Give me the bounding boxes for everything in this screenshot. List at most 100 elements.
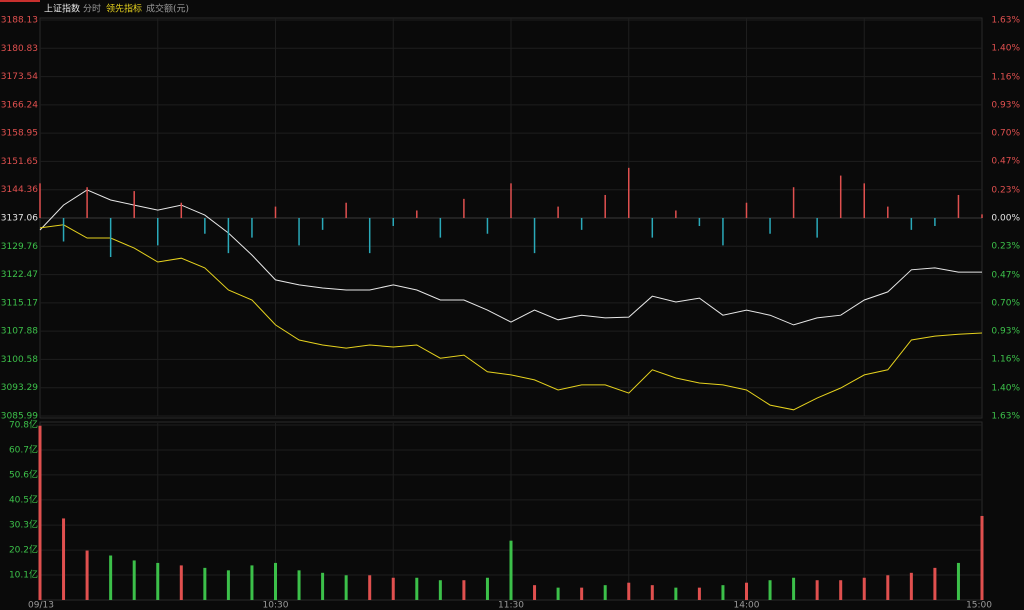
x-tick-label: 15:00: [966, 601, 992, 610]
volume-bar: [85, 550, 89, 600]
legend-index: 上证指数: [44, 3, 80, 15]
indicator-bar: [86, 187, 88, 218]
y2-tick-label: 0.47%: [991, 156, 1020, 166]
indicator-bar: [533, 218, 536, 254]
y-tick-label: 3107.88: [1, 327, 38, 337]
y-tick-label: 40.5亿: [9, 493, 38, 505]
y-tick-label: 3158.95: [1, 129, 38, 139]
y-tick-label: 70.8亿: [9, 419, 38, 431]
indicator-bar: [839, 175, 842, 218]
volume-bar: [627, 582, 631, 600]
indicator-bar: [604, 194, 606, 218]
indicator-bar: [651, 218, 654, 238]
y2-tick-label: 0.23%: [991, 186, 1020, 196]
corner-accent: [0, 0, 40, 2]
y2-tick-label: 1.40%: [991, 43, 1020, 53]
indicator-bar: [227, 218, 230, 254]
price-line: [39, 224, 983, 411]
volume-bar: [321, 572, 325, 600]
volume-bar: [556, 587, 560, 600]
x-tick-label: 11:30: [498, 601, 524, 610]
x-tick-label: 09/13: [28, 601, 54, 610]
indicator-bar: [298, 218, 300, 246]
indicator-bar: [62, 218, 65, 242]
indicator-bar: [722, 218, 724, 246]
indicator-bar: [345, 202, 347, 218]
volume-bar: [745, 582, 748, 600]
indicator-bar: [321, 218, 324, 230]
volume-bar: [391, 577, 395, 600]
volume-bar: [956, 562, 960, 600]
volume-bar: [980, 515, 984, 600]
volume-bar: [509, 540, 513, 600]
volume-bar: [62, 518, 66, 600]
indicator-bar: [769, 218, 771, 234]
y-tick-label: 3180.83: [1, 44, 38, 54]
volume-bar: [344, 575, 348, 600]
indicator-bar: [698, 218, 701, 226]
y-tick-label: 3115.17: [1, 298, 38, 308]
volume-bar: [38, 425, 42, 600]
volume-bar: [368, 575, 372, 600]
volume-bar: [886, 575, 890, 600]
y-tick-label: 60.7亿: [9, 443, 38, 455]
volume-bar: [250, 565, 254, 600]
volume-bar: [792, 577, 796, 600]
indicator-bar: [957, 194, 960, 218]
indicator-bar: [816, 218, 818, 238]
indicator-bar: [416, 210, 418, 218]
volume-bar: [933, 567, 937, 600]
volume-bar: [297, 570, 301, 600]
volume-bar: [485, 577, 489, 600]
volume-bar: [815, 580, 819, 600]
indicator-bar: [392, 218, 394, 226]
y-tick-label: 50.6亿: [9, 468, 38, 480]
volume-bar: [674, 587, 678, 600]
indicator-bar: [274, 206, 277, 218]
indicator-bar: [910, 218, 913, 230]
x-tick-label: 10:30: [263, 601, 289, 610]
y-tick-label: 3085.99: [1, 412, 38, 422]
indicator-bar: [580, 218, 583, 230]
volume-bar: [697, 587, 701, 600]
y2-tick-label: 1.63%: [991, 16, 1020, 26]
volume-bar: [909, 572, 913, 600]
y-tick-label: 3188.13: [1, 16, 38, 26]
volume-bar: [226, 570, 230, 600]
volume-bar: [274, 562, 277, 600]
y-tick-label: 3151.65: [1, 157, 38, 167]
indicator-bar: [180, 202, 183, 218]
y2-tick-label: 0.23%: [991, 241, 1020, 251]
y-tick-label: 3100.58: [1, 355, 38, 365]
y-tick-label: 3137.06: [1, 214, 38, 224]
volume-bar: [721, 585, 725, 600]
indicator-bar: [204, 218, 206, 234]
y-tick-label: 3144.36: [1, 185, 38, 195]
y2-tick-label: 0.70%: [991, 299, 1020, 309]
indicator-bar: [439, 218, 442, 238]
indicator-bar: [486, 218, 489, 234]
y-tick-label: 3173.54: [1, 72, 38, 82]
volume-bar: [156, 562, 160, 600]
y2-tick-label: 0.93%: [991, 326, 1020, 336]
volume-bar: [839, 580, 843, 600]
legend-leading: 领先指标: [106, 3, 142, 15]
volume-bar: [132, 560, 136, 600]
volume-bar: [533, 585, 537, 600]
indicator-bar: [934, 218, 936, 226]
y2-tick-label: 0.00%: [991, 214, 1020, 224]
y-tick-label: 20.2亿: [9, 544, 38, 556]
y2-tick-label: 1.16%: [991, 73, 1020, 83]
volume-bar: [462, 580, 466, 600]
y2-tick-label: 0.93%: [991, 101, 1020, 111]
indicator-bar: [675, 210, 677, 218]
indicator-bar: [863, 183, 865, 218]
y-tick-label: 3129.76: [1, 242, 38, 252]
y2-tick-label: 0.70%: [991, 128, 1020, 138]
volume-bar: [179, 565, 183, 600]
y-tick-label: 3093.29: [1, 383, 38, 393]
x-tick-label: 14:00: [734, 601, 760, 610]
volume-title: 成交额(元): [146, 3, 189, 15]
volume-bar: [203, 567, 207, 600]
y2-tick-label: 0.47%: [991, 271, 1020, 281]
